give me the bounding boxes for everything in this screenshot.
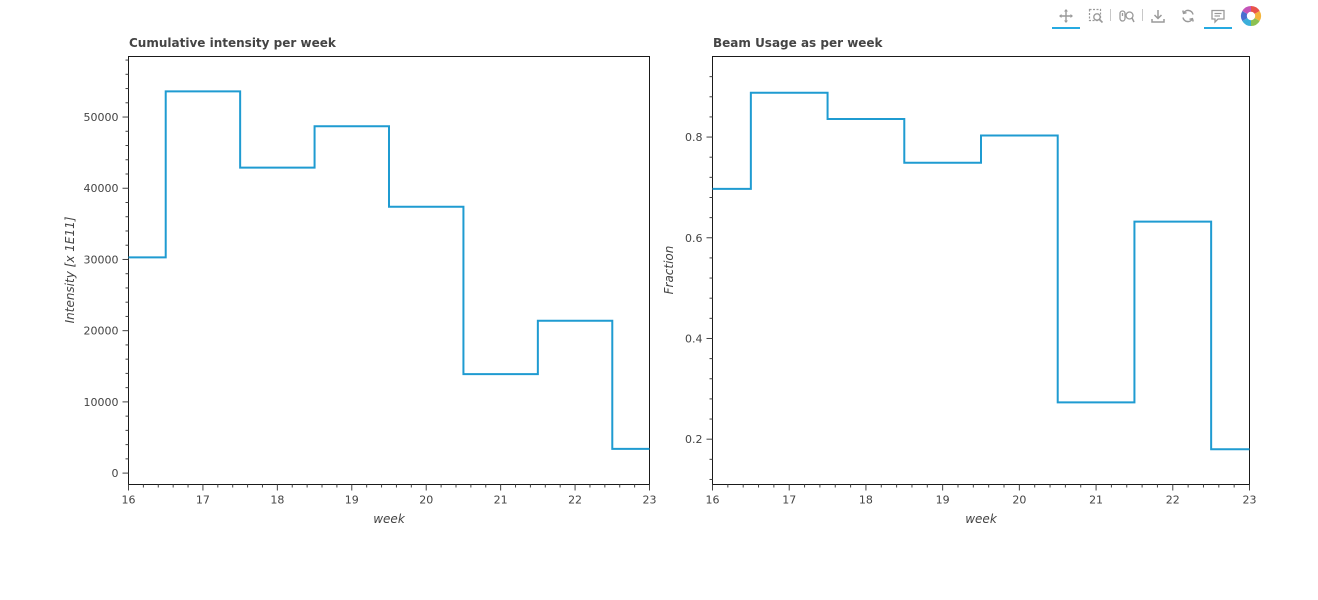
beam-usage-x-axis-label: week <box>965 512 998 526</box>
intensity-step-line <box>128 90 650 450</box>
beam-usage-x-tick-label: 19 <box>936 494 950 507</box>
intensity-x-tick-label: 22 <box>568 494 582 507</box>
beam-usage-x-tick-label: 23 <box>1243 494 1257 507</box>
box-zoom-tool-button[interactable] <box>1081 3 1111 29</box>
intensity-x-tick-label: 20 <box>419 494 433 507</box>
intensity-x-tick-label: 17 <box>196 494 210 507</box>
beam-usage-plot-title: Beam Usage as per week <box>713 36 884 50</box>
reset-tool-button[interactable] <box>1173 3 1203 29</box>
pan-tool-button[interactable] <box>1051 3 1081 29</box>
pan-icon <box>1059 9 1073 23</box>
beam-usage-y-tick-label: 0.8 <box>685 131 703 144</box>
bokeh-logo-icon <box>1240 5 1262 27</box>
intensity-x-tick-label: 16 <box>122 494 136 507</box>
reset-icon <box>1182 9 1194 23</box>
download-icon <box>1151 10 1165 23</box>
intensity-y-axis-label: Intensity [x 1E11] <box>63 216 77 323</box>
intensity-plot-frame <box>128 56 650 485</box>
hover-tooltip-icon <box>1211 9 1225 24</box>
beam-usage-y-tick-label: 0.4 <box>685 332 703 345</box>
intensity-x-tick-label: 18 <box>270 494 284 507</box>
box-zoom-icon <box>1088 8 1104 24</box>
beam-usage-x-tick-label: 22 <box>1166 494 1180 507</box>
wheel-zoom-icon <box>1119 10 1135 23</box>
beam-usage-y-tick-label: 0.2 <box>685 433 703 446</box>
wheel-zoom-tool-button[interactable] <box>1112 3 1142 29</box>
intensity-y-tick-label: 40000 <box>84 182 119 195</box>
intensity-x-tick-label: 21 <box>494 494 508 507</box>
beam-usage-step-line <box>712 91 1250 451</box>
intensity-y-tick-label: 10000 <box>84 396 119 409</box>
beam-usage-x-tick-label: 17 <box>782 494 796 507</box>
intensity-axis-ticks: 16 17 18 19 20 21 22 23 0 10000 20000 30000 40000 500… <box>84 59 657 507</box>
intensity-y-tick-label: 50000 <box>84 111 119 124</box>
intensity-y-tick-label: 20000 <box>84 325 119 338</box>
intensity-y-tick-label: 30000 <box>84 253 119 266</box>
beam-usage-plot-frame <box>712 56 1250 485</box>
intensity-y-tick-label: 0 <box>112 467 119 480</box>
beam-usage-x-tick-label: 20 <box>1012 494 1026 507</box>
bokeh-logo-link[interactable] <box>1236 3 1266 29</box>
beam-usage-plot: Beam Usage as per week 16 17 18 19 20 21 22 23 0… <box>662 36 1257 526</box>
beam-usage-y-tick-label: 0.6 <box>685 232 703 245</box>
intensity-plot-title: Cumulative intensity per week <box>129 36 337 50</box>
intensity-x-tick-label: 19 <box>345 494 359 507</box>
plot-toolbar <box>1048 0 1268 32</box>
intensity-x-tick-label: 23 <box>643 494 657 507</box>
save-tool-button[interactable] <box>1143 3 1173 29</box>
beam-usage-x-tick-label: 21 <box>1089 494 1103 507</box>
beam-usage-x-tick-label: 16 <box>706 494 720 507</box>
hover-tool-button[interactable] <box>1203 3 1233 29</box>
beam-usage-x-tick-label: 18 <box>859 494 873 507</box>
intensity-x-axis-label: week <box>373 512 406 526</box>
beam-usage-y-axis-label: Fraction <box>662 246 676 295</box>
beam-usage-axis-ticks: 16 17 18 19 20 21 22 23 0.2 0.4 0.6 0.8 <box>685 76 1257 507</box>
intensity-plot: Cumulative intensity per week 16 17 18 19 20… <box>63 36 657 526</box>
